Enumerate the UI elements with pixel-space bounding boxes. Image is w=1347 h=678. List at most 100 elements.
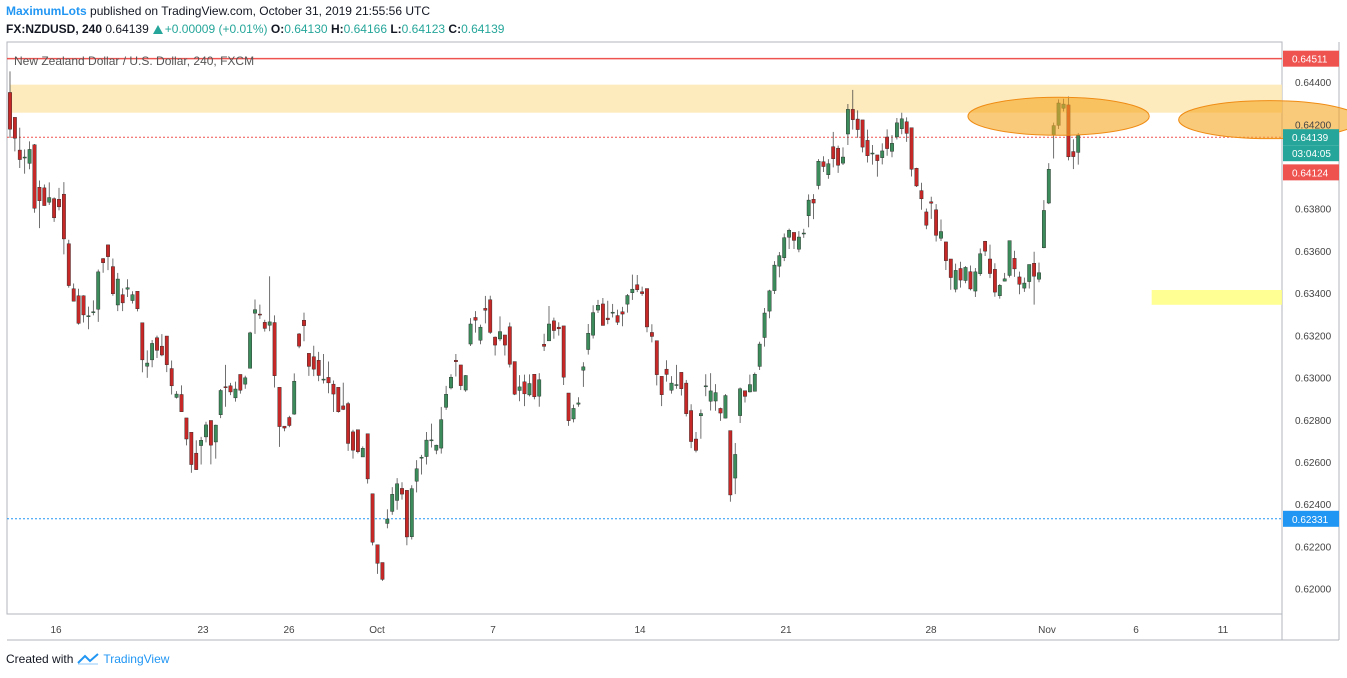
candle-body [483,308,488,311]
candle-body [772,264,777,291]
candle [738,387,743,423]
candle-body [605,317,610,320]
candle [258,304,262,319]
price-label-text: 0.62331 [1292,515,1329,526]
up-arrow-icon [152,25,163,34]
candle [336,387,341,413]
candle [375,544,380,574]
candle [826,159,831,179]
candle-body [694,438,698,451]
candle [659,376,664,407]
candle [155,335,159,358]
candle-body [32,144,37,209]
candle [507,322,512,368]
y-tick-label: 0.64200 [1295,120,1332,131]
candle [703,374,708,397]
candle-body [316,360,321,376]
x-tick-label: 11 [1218,625,1229,636]
candle [498,316,502,342]
candle-body [1027,264,1032,282]
candle [174,391,179,399]
candle [238,374,243,394]
candle-body [586,333,591,350]
candle-body [321,378,326,381]
author-name[interactable]: MaximumLots [6,4,87,18]
candle-body [62,193,66,240]
candle [973,268,978,297]
candle-body [478,326,483,341]
candle [939,219,943,242]
candle-body [787,230,792,238]
candle [262,319,267,332]
candle-body [106,244,110,257]
candle [880,143,885,165]
zone-1 [1151,290,1282,305]
candle [708,373,713,411]
candle-body [267,321,272,326]
candle [1027,264,1032,289]
ohlc-legend: FX:NZDUSD, 240 0.64139 +0.00009 (+0.01%) … [6,22,504,36]
candle [958,261,963,288]
x-tick-label: Oct [369,625,385,636]
candle-body [689,410,694,442]
candle [419,454,424,475]
x-tick-label: 26 [283,625,295,636]
candle-body [238,374,243,391]
candle-body [723,395,728,419]
y-tick-label: 0.63800 [1295,205,1332,216]
candle-body [57,199,61,208]
candle-body [468,323,473,345]
y-tick-label: 0.64400 [1295,78,1332,89]
candle-body [674,384,679,386]
x-tick-label: 14 [634,625,646,636]
candle-body [890,143,894,152]
candle [429,423,434,448]
candle-body [816,161,821,186]
candle-body [258,313,262,316]
candle-body [801,232,806,235]
candle-body [341,405,346,410]
candle [164,335,169,373]
price-label: 03:04:05 [1283,145,1339,162]
candle-body [351,431,355,451]
candle [277,387,282,447]
candle-body [620,311,625,315]
candle-body [963,267,968,281]
candle-body [997,285,1002,296]
candle [204,421,208,443]
candle [1046,163,1051,205]
candle-body [356,429,360,452]
candle [1037,262,1041,283]
candle [772,261,777,295]
candle-body [8,92,12,130]
candle-body [1002,278,1007,282]
candle-body [52,198,57,219]
candle [924,208,929,230]
low-label: L: [390,22,402,36]
candle [17,127,22,169]
candle [145,350,150,378]
candle-body [370,493,375,543]
candle-body [615,315,620,323]
x-tick-label: 21 [780,625,792,636]
candle-body [243,377,248,385]
candle-body [262,322,267,329]
candle [630,274,635,300]
candle-body [101,258,106,263]
candle [307,353,311,376]
candle-body [86,315,91,317]
candle [689,404,694,449]
candle-body [944,241,948,261]
price-label-text: 0.64124 [1292,168,1329,179]
price-label-text: 03:04:05 [1292,149,1331,160]
candle-body [120,294,125,304]
candle-body [542,344,547,347]
low-value: 0.64123 [401,22,446,36]
candle [380,562,385,581]
candle-body [1037,272,1041,280]
candle-body [71,288,76,302]
highlight-ellipse-1 [1178,100,1347,140]
candle-body [958,268,963,281]
tradingview-brand[interactable]: TradingView [103,652,170,666]
